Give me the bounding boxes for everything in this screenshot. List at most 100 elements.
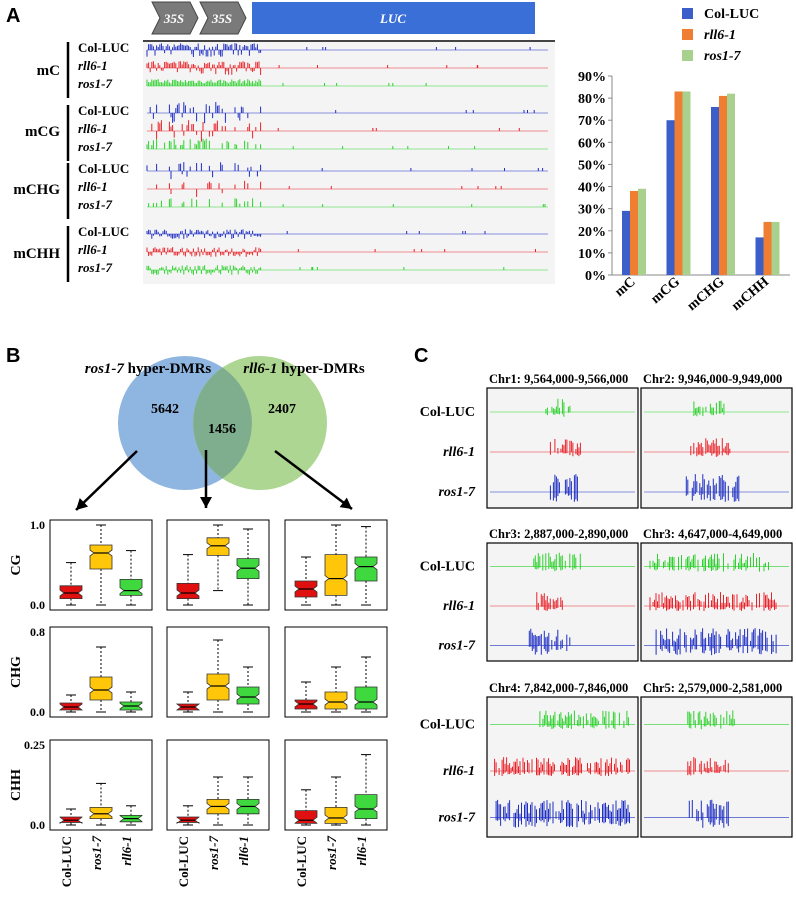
promoter-arrow	[199, 1, 247, 35]
venn-title-right: rll6-1 hyper-DMRs	[243, 361, 365, 377]
venn-count-right: 2407	[268, 402, 296, 417]
sample-label: rll6-1	[443, 445, 475, 460]
y-tick-label: 50%	[578, 158, 606, 173]
track-signal	[146, 138, 476, 149]
y-tick-label: 0.0	[30, 705, 45, 719]
track-group-label: mC	[37, 63, 60, 79]
box	[176, 583, 200, 599]
track-sample-label: rll6-1	[78, 58, 108, 73]
sample-label: Col-LUC	[420, 717, 475, 732]
region-label: Chr3: 2,887,000-2,890,000	[489, 527, 628, 541]
track-signal	[495, 799, 630, 828]
box	[89, 544, 113, 570]
track-group-label: mCG	[25, 124, 60, 140]
box	[206, 537, 230, 556]
promoter-label: 35S	[163, 11, 184, 26]
track-signal	[146, 229, 486, 239]
gene-box	[252, 2, 535, 34]
track-sample-label: Col-LUC	[78, 40, 129, 55]
track-signal	[533, 552, 581, 572]
track-signal	[536, 592, 563, 611]
box	[324, 691, 348, 710]
track-sample-label: ros1-7	[78, 76, 112, 91]
row-label: CG	[9, 554, 24, 575]
box	[59, 585, 83, 599]
box	[206, 673, 230, 701]
promoter-label: 35S	[211, 11, 232, 26]
track-signal	[690, 438, 731, 457]
track-sample-label: Col-LUC	[78, 224, 129, 239]
y-tick-label: 90%	[578, 70, 606, 85]
track-signal	[146, 265, 505, 275]
venn-count-left: 5642	[151, 402, 179, 417]
region-label: Chr5: 2,579,000-2,581,000	[643, 681, 782, 695]
track-background	[143, 40, 555, 284]
track-signal	[146, 61, 479, 75]
track-signal	[688, 799, 729, 828]
track-sample-label: rll6-1	[78, 179, 108, 194]
x-tick-label: Col-LUC	[294, 836, 309, 887]
region-label: Chr4: 7,842,000-7,846,000	[489, 681, 628, 695]
bar	[638, 188, 646, 275]
track-sample-label: ros1-7	[78, 260, 112, 275]
y-tick-label: 80%	[578, 92, 606, 107]
construct-map: 35S 35S LUC	[151, 1, 535, 35]
y-tick-label: 70%	[578, 114, 606, 129]
legend-label: ros1-7	[704, 49, 742, 64]
y-tick-label: 1.0	[30, 518, 45, 532]
bar	[755, 237, 764, 275]
track-signal	[649, 592, 777, 611]
legend-label: rll6-1	[704, 28, 736, 43]
region-label: Chr1: 9,564,000-9,566,000	[489, 372, 628, 386]
row-label: CHH	[9, 769, 24, 801]
bar	[763, 221, 772, 275]
boxplot-grid: CG 1.0 0.0 CHG 0.8 0.0 CHH 0.25 0.0 Col-LUC ros1-7…	[9, 518, 388, 887]
bar	[727, 93, 735, 275]
track-sample-label: ros1-7	[78, 197, 112, 212]
y-tick-label: 0.8	[30, 625, 45, 639]
x-tick-label: mCHG	[685, 275, 728, 315]
track-signal	[549, 439, 581, 457]
legend-swatch	[682, 50, 693, 61]
gene-label: LUC	[379, 11, 406, 26]
methylation-bar-chart: 0% 10% 20% 30% 40% 50% 60% 70% 80% 90% mC mCG mCHG mC…	[578, 70, 790, 314]
sample-label: ros1-7	[438, 638, 476, 653]
legend-swatch	[682, 29, 693, 40]
venn-count-overlap: 1456	[208, 422, 236, 437]
bar-legend: Col-LUC rll6-1 ros1-7	[682, 7, 759, 64]
region-label: Chr2: 9,946,000-9,949,000	[643, 372, 782, 386]
x-tick-label: mCG	[648, 275, 683, 308]
x-tick-label: ros1-7	[206, 836, 221, 870]
track-signal	[146, 162, 544, 180]
track-signal	[148, 198, 546, 207]
track-signal	[687, 757, 729, 776]
track-signal	[687, 710, 735, 730]
track-signal	[494, 757, 630, 776]
bar	[771, 221, 780, 275]
x-tick-label: rll6-1	[119, 836, 134, 866]
panel-label-c: C	[414, 345, 428, 367]
x-tick-label: mCHH	[729, 275, 772, 315]
y-tick-label: 0.0	[30, 818, 45, 832]
arrow-shaft	[274, 450, 353, 510]
venn-diagram: ros1-7 hyper-DMRs rll6-1 hyper-DMRs 5642 24…	[85, 356, 365, 490]
track-signal	[528, 628, 571, 655]
box	[236, 686, 260, 705]
sample-label: ros1-7	[438, 485, 476, 500]
box	[324, 807, 348, 824]
track-sample-label: rll6-1	[78, 242, 108, 257]
legend-label: Col-LUC	[704, 7, 759, 22]
bar	[711, 106, 719, 275]
track-group-label: mCHG	[13, 182, 60, 198]
legend-swatch	[682, 8, 693, 19]
box	[89, 676, 113, 701]
track-signal	[151, 120, 520, 142]
panel-label-a: A	[6, 5, 20, 27]
y-tick-label: 0.0	[30, 598, 45, 612]
x-tick-label: mC	[612, 275, 638, 300]
y-tick-label: 30%	[578, 203, 606, 218]
track-signal	[146, 43, 531, 57]
arrow-shaft	[75, 450, 138, 511]
arrow-head	[200, 497, 212, 508]
arrow-head	[339, 497, 352, 509]
